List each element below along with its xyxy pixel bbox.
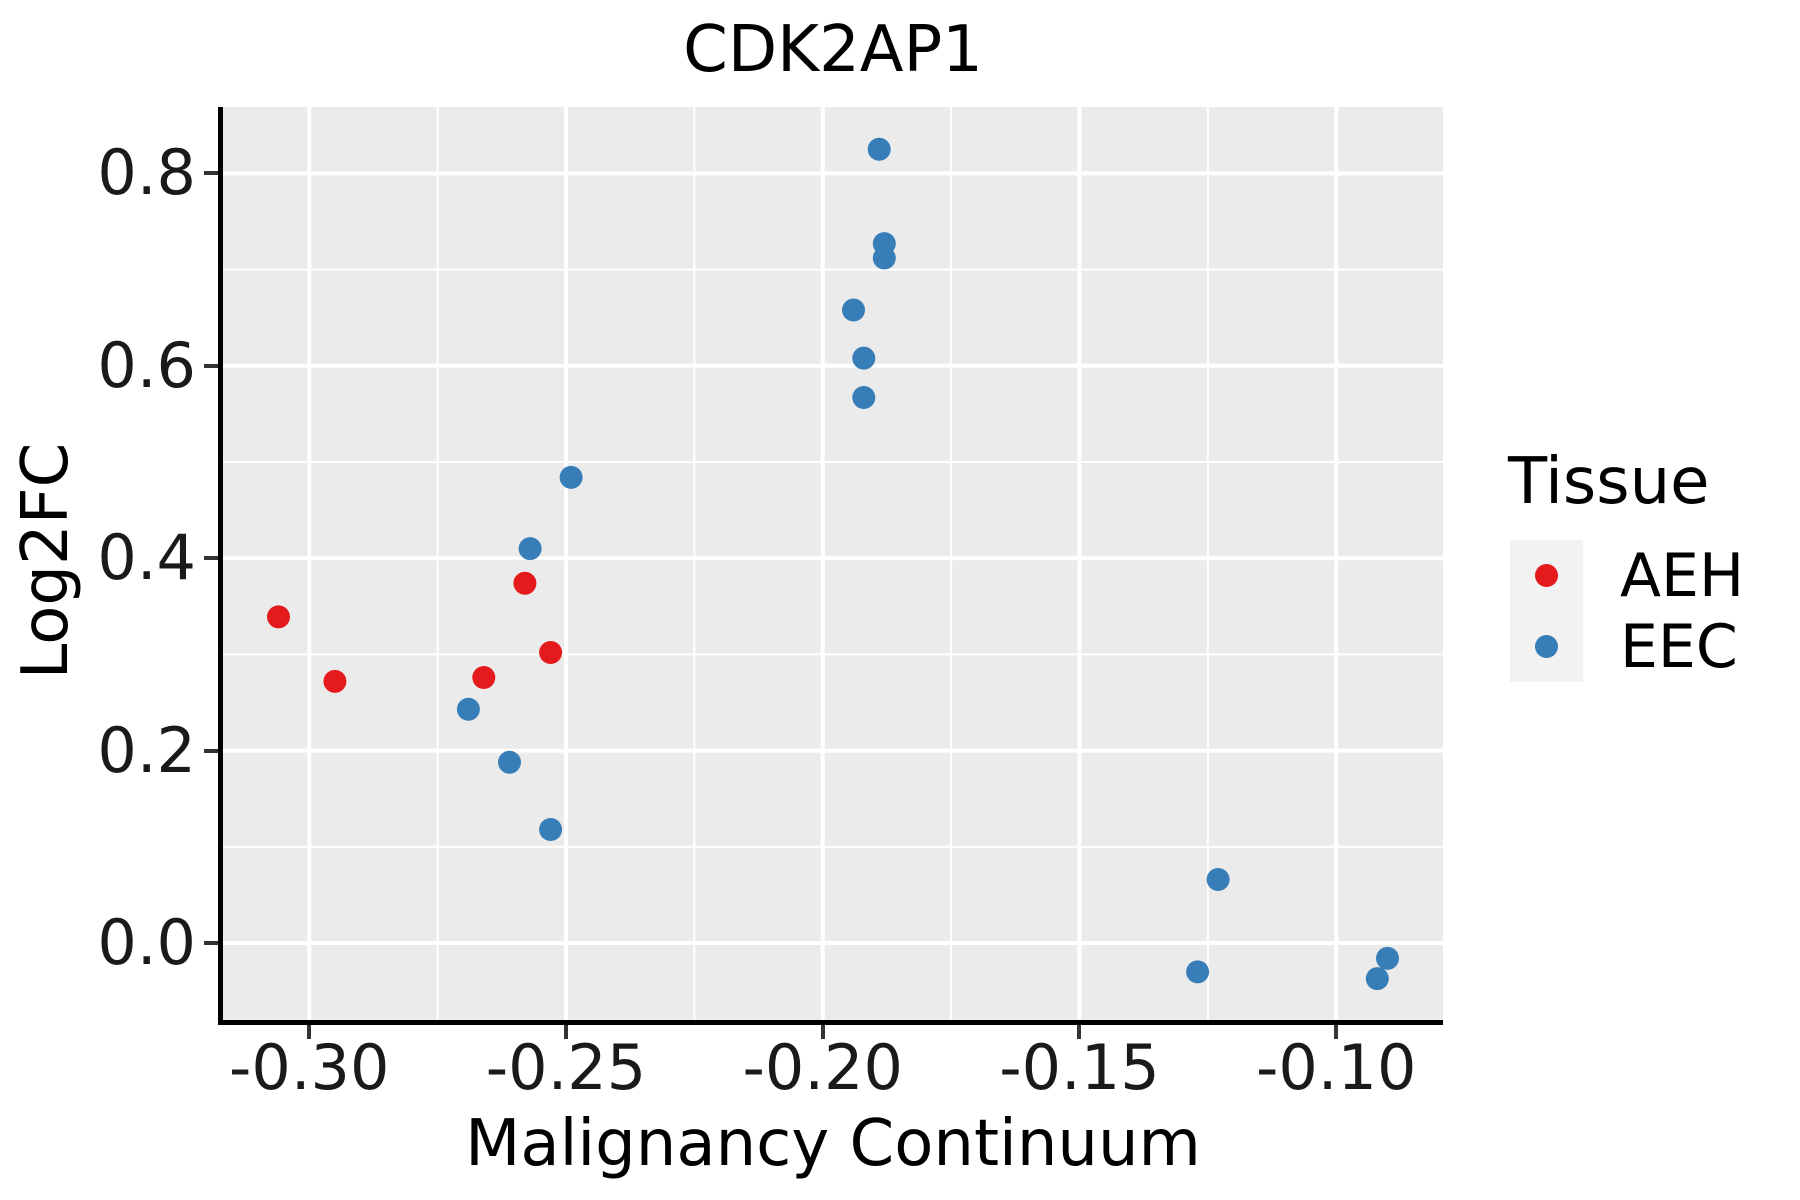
data-point-aeh [513,571,537,595]
x-axis-title: Malignancy Continuum [465,1107,1201,1181]
y-tick-mark [204,363,218,368]
data-point-eec [842,298,865,322]
y-tick-mark [204,171,218,176]
x-tick-mark [563,1025,568,1039]
data-point-aeh [267,605,290,629]
data-point-eec [559,465,583,489]
x-tick-label: -0.10 [1255,1031,1417,1104]
data-point-eec [1206,868,1230,891]
eec-dot-icon [1535,635,1558,658]
y-axis-line [218,107,223,1025]
x-tick-label: -0.15 [999,1031,1160,1104]
data-point-eec [456,697,480,721]
data-point-eec [1365,967,1389,991]
x-tick-mark [820,1025,825,1039]
legend-title: Tissue [1508,445,1710,519]
y-tick-label: 0.0 [97,906,196,980]
data-point-aeh [539,641,563,664]
chart-canvas [223,107,1443,1020]
data-point-eec [539,818,563,841]
x-tick-mark [1334,1025,1339,1039]
legend-item-aeh: AEH [1510,540,1744,611]
y-tick-label: 0.4 [97,521,196,595]
data-point-eec [852,346,876,370]
legend: Tissue AEH EEC [1508,438,1744,682]
legend-key-aeh [1510,540,1583,611]
legend-label-aeh: AEH [1620,540,1745,611]
y-tick-label: 0.8 [97,136,196,210]
x-tick-label: -0.25 [485,1031,647,1104]
x-tick-mark [307,1025,312,1039]
data-point-eec [498,750,521,774]
data-point-eec [518,537,542,561]
y-tick-label: 0.2 [97,713,196,787]
data-point-aeh [472,666,496,689]
legend-item-eec: EEC [1510,611,1744,682]
data-point-eec [852,386,876,409]
y-tick-label: 0.6 [97,328,196,402]
plot-title: CDK2AP1 [683,13,983,87]
data-point-eec [867,137,891,161]
x-tick-mark [1077,1025,1082,1039]
y-tick-mark [204,941,218,946]
x-tick-label: -0.20 [742,1031,903,1104]
legend-items: AEH EEC [1510,540,1744,682]
y-axis-title: Log2FC [6,261,86,861]
y-axis-title-text: Log2FC [9,442,83,680]
y-tick-mark [204,748,218,753]
legend-key-eec [1510,611,1583,682]
data-point-eec [1186,960,1210,984]
legend-label-eec: EEC [1620,611,1738,682]
x-axis-line [218,1020,1443,1025]
plot-panel [223,107,1443,1020]
data-point-aeh [323,669,347,693]
y-tick-mark [204,556,218,561]
x-tick-label: -0.30 [229,1031,390,1104]
aeh-dot-icon [1535,564,1558,587]
data-point-eec [1376,946,1399,970]
data-point-eec [872,246,896,270]
